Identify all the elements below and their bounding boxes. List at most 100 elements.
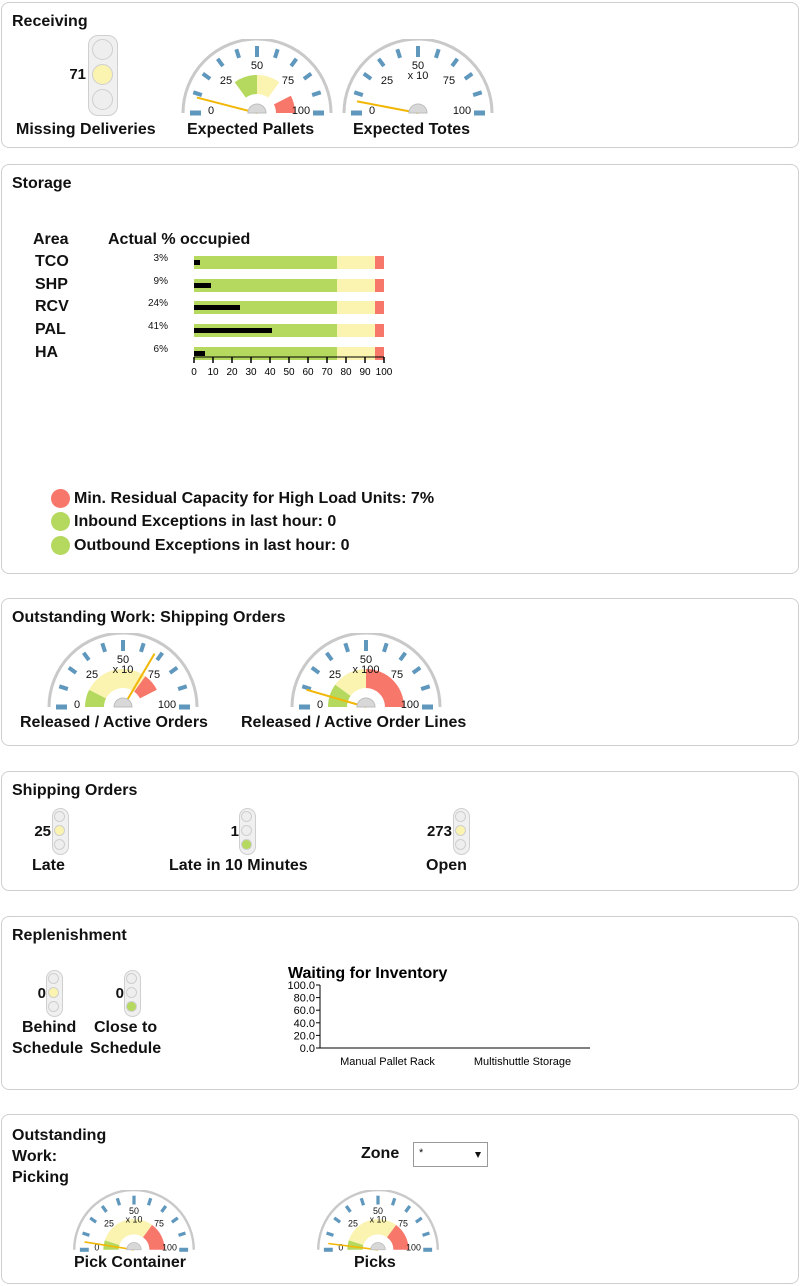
close-schedule-traffic-light[interactable] [124, 970, 141, 1017]
close-schedule-label-2: Schedule [90, 1040, 162, 1057]
storage-area-rcv: RCV [35, 298, 69, 316]
expected-totes-label: Expected Totes [353, 121, 471, 138]
gauge-tick [82, 1231, 90, 1237]
behind-schedule-traffic-light[interactable] [46, 970, 63, 1017]
gauge-band [257, 75, 280, 98]
released-lines-gauge[interactable]: 0 25 50 75 100 x 100 [286, 633, 446, 711]
pick-container-gauge[interactable]: 0 25 50 75 100 x 10 [69, 1190, 199, 1253]
storage-pct-label: 9% [153, 275, 168, 287]
storage-area-shp: SHP [35, 275, 68, 293]
storage-axis-tick-label: 60 [302, 367, 314, 378]
zone-select[interactable]: * [413, 1142, 488, 1167]
gauge-tick [177, 684, 188, 691]
picking-title-2: Work: [12, 1148, 58, 1165]
gauge-tick-label: 75 [391, 669, 403, 681]
gauge-rim [47, 633, 199, 708]
missing-deliveries-count: 71 [69, 66, 86, 83]
gauge-tick-label: 25 [86, 669, 98, 681]
gauge-tick [404, 1205, 412, 1213]
waiting-chart-y-tick-label: 80.0 [294, 993, 315, 1005]
gauge-tick [362, 72, 373, 81]
zone-select-value: * [419, 1147, 424, 1159]
triangle-down-icon [475, 1152, 481, 1158]
gauge-multiplier: x 10 [126, 1214, 143, 1224]
storage-area-ha: HA [35, 343, 59, 361]
storage-bar-band [374, 346, 384, 360]
lamp-middle [126, 987, 137, 998]
outstanding-shipping-title: Outstanding Work: Shipping Orders [12, 609, 286, 626]
gauge-tick [67, 666, 78, 675]
lamp-bottom [241, 839, 252, 850]
released-orders-gauge[interactable]: 0 25 50 75 100 x 10 [43, 633, 203, 711]
late-10-label: Late in 10 Minutes [169, 857, 308, 874]
storage-pct-label: 6% [153, 343, 168, 355]
gauge-tick-label: 50 [412, 60, 424, 72]
storage-axis-tick-label: 30 [245, 367, 257, 378]
waiting-chart-y-tick-label: 60.0 [294, 1005, 315, 1017]
lamp-bottom [126, 1001, 137, 1012]
storage-bar-band [194, 278, 337, 292]
storage-bar-band [374, 324, 384, 338]
receiving-title: Receiving [12, 13, 88, 30]
outbound-exceptions-status: Outbound Exceptions in last hour: 0 [74, 537, 350, 554]
pick-container-label: Pick Container [74, 1254, 187, 1271]
gauge-tick [472, 90, 483, 97]
late-label: Late [32, 857, 65, 874]
storage-title: Storage [12, 175, 72, 192]
gauge-tick [344, 1205, 352, 1213]
late-10-traffic-light[interactable] [239, 808, 256, 855]
gauge-multiplier: x 100 [353, 664, 380, 676]
gauge-tick [168, 666, 179, 675]
gauge-tick [325, 651, 334, 662]
gauge-band [234, 75, 257, 98]
storage-value-bar [194, 282, 212, 288]
picking-title-3: Picking [12, 1169, 69, 1186]
storage-axis-tick-label: 70 [321, 367, 333, 378]
expected-pallets-gauge[interactable]: 0 25 50 75 100 [177, 39, 337, 117]
waiting-chart-title: Waiting for Inventory [288, 965, 448, 982]
missing-deliveries-traffic-light[interactable] [88, 35, 118, 116]
gauge-tick-label: 75 [148, 669, 160, 681]
gauge-tick-label: 50 [117, 654, 129, 666]
gauge-rim [181, 39, 333, 114]
storage-axis-tick-label: 50 [283, 367, 295, 378]
picking-title-1: Outstanding [12, 1127, 107, 1144]
open-traffic-light[interactable] [453, 808, 470, 855]
inbound-exceptions-status-icon [51, 512, 70, 531]
storage-area-tco: TCO [35, 253, 69, 270]
waiting-chart-category-label: Manual Pallet Rack [340, 1056, 435, 1068]
expected-totes-gauge[interactable]: 0 25 50 75 100 x 10 [338, 39, 498, 117]
residual-capacity-status: Min. Residual Capacity for High Load Uni… [74, 490, 435, 507]
gauge-tick [160, 1205, 168, 1213]
gauge-tick-label: 100 [158, 699, 176, 711]
outstanding-shipping-panel: Outstanding Work: Shipping Orders 0 25 50 7… [1, 598, 799, 746]
gauge-tick-label: 50 [360, 654, 372, 666]
gauge-band [134, 676, 157, 699]
gauge-tick-label: 0 [74, 699, 80, 711]
late-10-count: 1 [230, 823, 239, 840]
gauge-tick [377, 57, 386, 68]
storage-axis-tick-label: 80 [340, 367, 352, 378]
storage-panel: Storage Area Actual % occupied TCO 3% SHP 9… [1, 164, 799, 574]
storage-axis-tick-label: 100 [376, 367, 393, 378]
gauge-hub [247, 103, 267, 114]
late-traffic-light[interactable] [52, 808, 69, 855]
behind-schedule-count: 0 [37, 985, 46, 1002]
gauge-tick-label: 25 [104, 1218, 114, 1228]
gauge-rim [317, 1190, 439, 1250]
gauge-tick [398, 651, 407, 662]
outbound-exceptions-status-icon [51, 536, 70, 555]
gauge-tick [301, 684, 312, 691]
behind-schedule-label-2: Schedule [12, 1040, 84, 1057]
gauge-tick [414, 1216, 423, 1224]
gauge-tick-label: 100 [406, 1243, 421, 1253]
picks-gauge[interactable]: 0 25 50 75 100 x 10 [313, 1190, 443, 1253]
lamp-top [241, 811, 252, 822]
lamp-middle [54, 825, 65, 836]
gauge-tick [100, 1205, 108, 1213]
gauge-tick [192, 90, 203, 97]
gauge-tick-label: 75 [443, 75, 455, 87]
gauge-tick [463, 72, 474, 81]
gauge-multiplier: x 10 [370, 1214, 387, 1224]
behind-schedule-label-1: Behind [22, 1019, 77, 1036]
